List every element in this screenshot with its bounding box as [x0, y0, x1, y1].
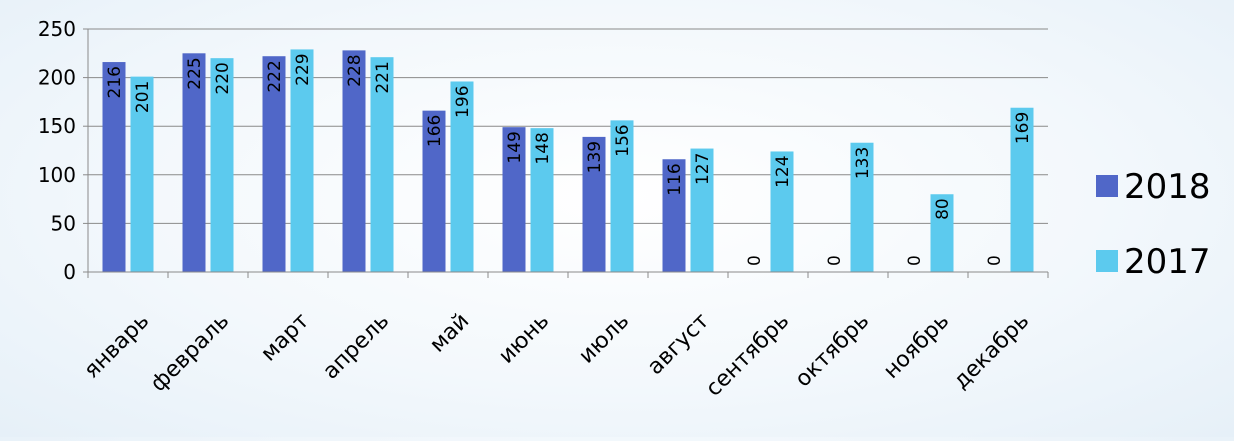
bar-2018 [342, 50, 366, 272]
data-label: 0 [985, 255, 1005, 266]
data-label: 228 [345, 54, 365, 86]
bar-2018 [422, 110, 446, 272]
y-tick-label: 0 [63, 260, 76, 284]
data-label: 216 [105, 66, 125, 98]
bar-2017 [370, 57, 394, 272]
bar-2017 [930, 194, 954, 272]
bar-2017 [770, 151, 794, 272]
x-tick-label: декабрь [949, 309, 1035, 395]
x-tick-label: ноябрь [879, 309, 954, 384]
bar-2017 [530, 128, 554, 272]
data-label: 201 [133, 81, 153, 113]
x-tick-label: июль [574, 309, 634, 369]
data-label: 229 [293, 53, 313, 85]
x-tick-label: май [425, 309, 474, 358]
data-label: 221 [373, 61, 393, 93]
bar-2018 [182, 53, 206, 272]
bar-2018 [662, 159, 686, 272]
x-tick-label: июнь [494, 309, 554, 369]
data-label: 166 [425, 115, 445, 147]
data-label: 0 [905, 255, 925, 266]
x-tick-label: август [643, 308, 715, 380]
data-label: 169 [1013, 112, 1033, 144]
bar-2017 [450, 81, 474, 272]
bars [102, 49, 1034, 273]
x-tick-label: сентябрь [701, 309, 794, 402]
data-label: 124 [773, 155, 793, 187]
bar-2018 [102, 62, 126, 272]
bar-2017 [850, 142, 874, 272]
gridlines [88, 28, 1048, 224]
bar-2017 [1010, 107, 1034, 273]
x-tick-label: октябрь [791, 309, 875, 393]
data-label: 149 [505, 131, 525, 163]
data-label: 0 [825, 255, 845, 266]
y-tick-label: 100 [38, 163, 76, 187]
data-label: 80 [933, 198, 953, 220]
bar-2017 [130, 76, 154, 273]
x-tick-label: январь [79, 309, 154, 384]
bar-2018 [502, 127, 526, 272]
bar-2018 [582, 136, 606, 272]
data-label: 222 [265, 60, 285, 92]
x-tick-label: март [256, 308, 314, 366]
data-label: 196 [453, 85, 473, 117]
data-label: 225 [185, 57, 205, 89]
data-label: 127 [693, 153, 713, 185]
data-labels: 216 225 222 228 166 149 139 116 0 0 0 0 201 220 229 221… [105, 53, 1033, 266]
data-label: 220 [213, 62, 233, 94]
y-tick-label: 150 [38, 114, 76, 138]
data-label: 0 [745, 255, 765, 266]
bar-2017 [290, 49, 314, 272]
y-tick-label: 50 [51, 211, 76, 235]
legend-swatch [1096, 175, 1118, 197]
legend: 2018 2017 [1096, 167, 1211, 282]
data-label: 116 [665, 163, 685, 195]
x-tick-label: февраль [146, 309, 234, 397]
data-label: 156 [613, 124, 633, 156]
bar-2017 [690, 148, 714, 272]
y-tick-label: 200 [38, 66, 76, 90]
data-label: 133 [853, 147, 873, 179]
bar-2017 [210, 58, 234, 272]
data-label: 148 [533, 132, 553, 164]
legend-label: 2018 [1124, 167, 1211, 207]
data-label: 139 [585, 141, 605, 173]
bar-2017 [610, 120, 634, 272]
y-tick-label: 250 [38, 17, 76, 41]
x-tick-label: апрель [318, 309, 394, 385]
bar-2018 [262, 56, 286, 272]
legend-label: 2017 [1124, 242, 1211, 282]
legend-swatch [1096, 250, 1118, 272]
